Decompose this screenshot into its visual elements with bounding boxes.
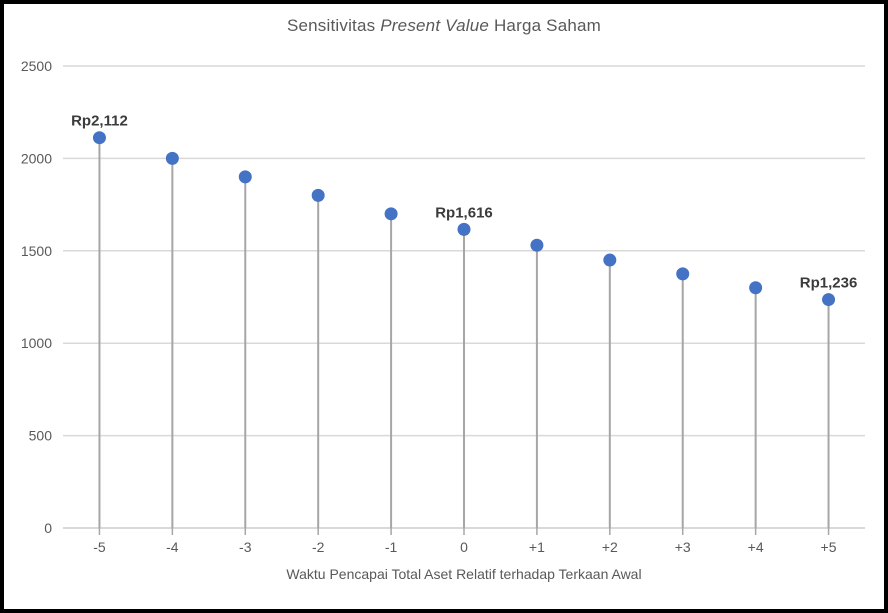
chart-title: Sensitivitas Present Value Harga Saham xyxy=(4,16,884,36)
data-point xyxy=(749,281,763,295)
x-axis-title: Waktu Pencapai Total Aset Relatif terhad… xyxy=(286,566,642,582)
x-tick-label: +2 xyxy=(602,539,618,555)
data-label: Rp1,236 xyxy=(800,275,858,292)
x-tick-label: -4 xyxy=(166,539,179,555)
data-point xyxy=(92,131,106,145)
data-point xyxy=(165,151,179,165)
x-tick-label: +3 xyxy=(675,539,691,555)
data-point xyxy=(676,267,690,281)
plot-area: 0 500 1000 1500 2000 2500 -5 -4 -3 -2 -1 0 +1 +2 +3 +4 +… xyxy=(21,58,865,555)
data-label: Rp1,616 xyxy=(435,204,493,221)
x-tick-label: +1 xyxy=(529,539,545,555)
y-tick-label: 500 xyxy=(29,428,53,444)
chart-title-part-italic: Present Value xyxy=(380,16,490,35)
x-tick-label: -5 xyxy=(93,539,106,555)
y-tick-label: 1000 xyxy=(21,335,52,351)
data-point xyxy=(311,188,325,202)
chart-title-part: Harga Saham xyxy=(489,16,602,35)
x-tick-label: -1 xyxy=(385,539,398,555)
data-point xyxy=(822,293,836,307)
x-tick-label: -3 xyxy=(239,539,252,555)
data-point xyxy=(238,170,252,184)
data-point xyxy=(384,207,398,221)
data-point xyxy=(457,222,471,236)
chart-title-part: Sensitivitas xyxy=(286,16,381,35)
x-tick-label: +4 xyxy=(748,539,764,555)
x-tick-label: 0 xyxy=(460,539,468,555)
y-tick-label: 1500 xyxy=(21,243,52,259)
data-point xyxy=(530,238,544,252)
y-tick-label: 0 xyxy=(44,520,52,536)
y-tick-label: 2000 xyxy=(21,150,52,166)
x-tick-label: -2 xyxy=(312,539,325,555)
x-tick-label: +5 xyxy=(821,539,837,555)
data-point xyxy=(603,253,617,267)
y-tick-label: 2500 xyxy=(21,58,52,74)
data-label: Rp2,112 xyxy=(71,113,128,130)
